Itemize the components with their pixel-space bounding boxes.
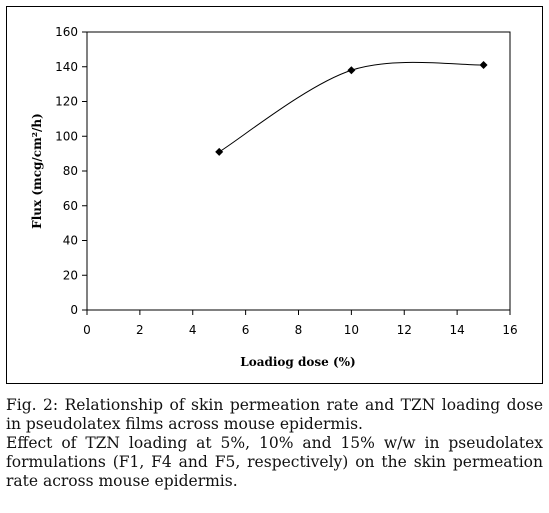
y-tick-label: 20 (63, 268, 78, 282)
y-tick-label: 120 (55, 95, 78, 109)
series-line (218, 61, 484, 153)
x-tick-label: 10 (344, 323, 359, 337)
plot-area (86, 31, 511, 311)
data-point (479, 61, 488, 70)
y-tick-label: 100 (55, 129, 78, 143)
y-axis-ticks: 0 20 40 60 80 100 120 140 160 (55, 25, 87, 317)
figure-frame (6, 6, 543, 384)
x-tick-label: 0 (83, 323, 91, 337)
y-tick-label: 40 (63, 234, 78, 248)
x-axis-title: Loadiog dose (%) (240, 355, 355, 369)
y-tick-label: 160 (55, 25, 78, 39)
x-tick-label: 6 (242, 323, 250, 337)
x-tick-label: 2 (136, 323, 144, 337)
data-point (215, 147, 224, 156)
y-tick-label: 60 (63, 199, 78, 213)
data-markers (215, 61, 488, 156)
x-tick-label: 4 (189, 323, 197, 337)
caption-title: Fig. 2: Relationship of skin permeation … (6, 396, 543, 433)
x-tick-label: 16 (502, 323, 517, 337)
flux-line-chart: 0 20 40 60 80 100 120 140 160 0 2 4 6 8 10 12 14 16 Load… (30, 25, 518, 369)
data-point (347, 66, 356, 75)
y-axis-title: Flux (mcg/cm²/h) (30, 113, 44, 229)
x-tick-label: 8 (295, 323, 303, 337)
y-tick-label: 80 (63, 164, 78, 178)
y-tick-label: 0 (70, 303, 78, 317)
y-tick-label: 140 (55, 60, 78, 74)
figure-caption: Fig. 2: Relationship of skin permeation … (6, 396, 543, 491)
x-axis-ticks: 0 2 4 6 8 10 12 14 16 (83, 310, 518, 337)
x-tick-label: 12 (397, 323, 412, 337)
caption-body: Effect of TZN loading at 5%, 10% and 15%… (6, 434, 543, 490)
x-tick-label: 14 (449, 323, 464, 337)
